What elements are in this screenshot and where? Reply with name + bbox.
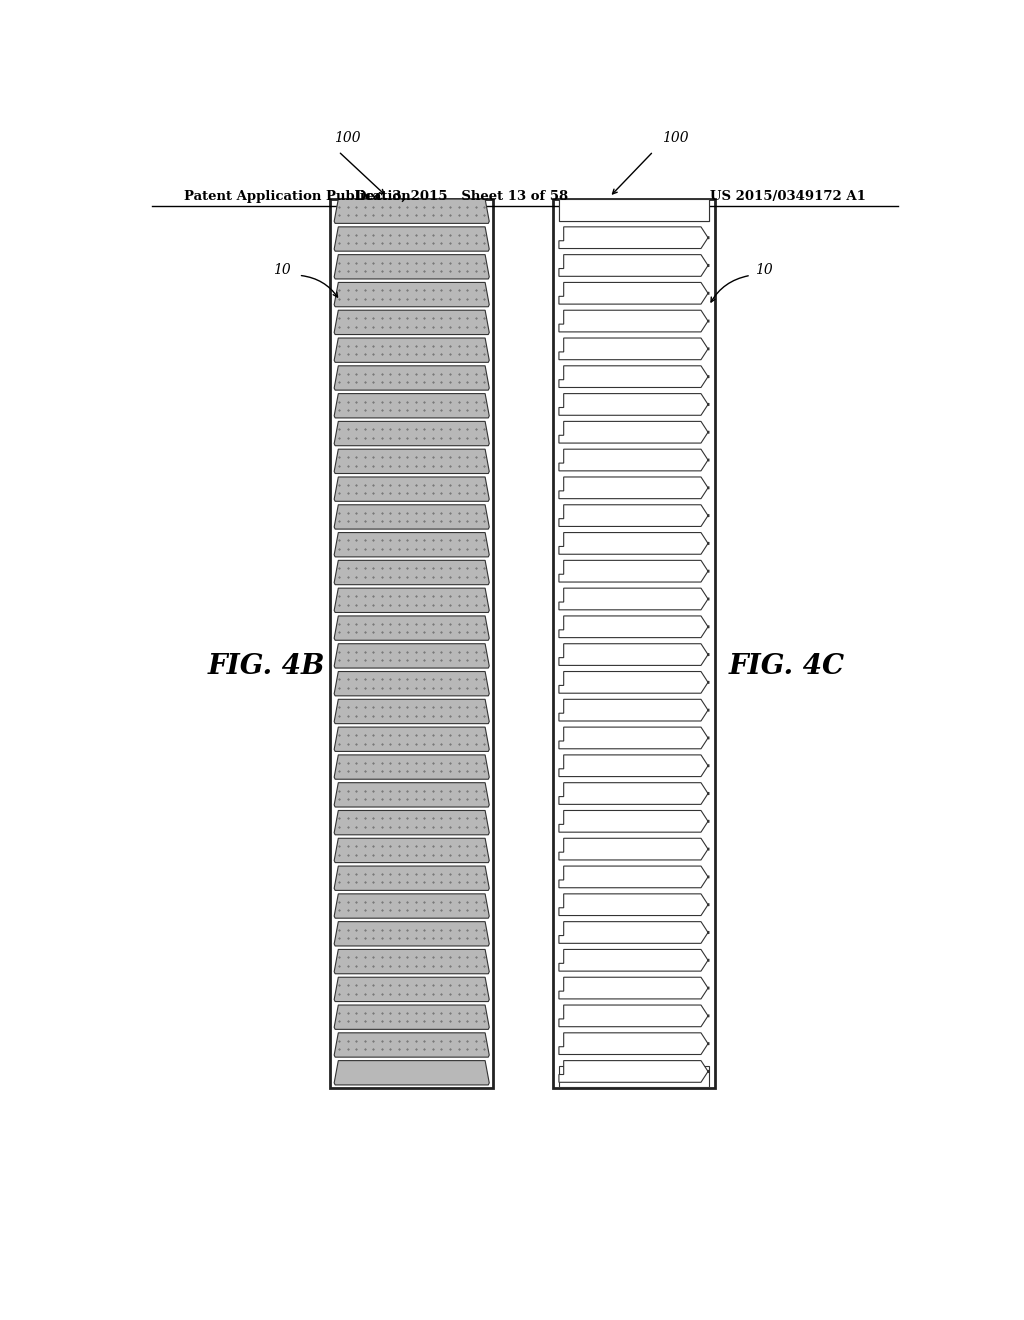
- Polygon shape: [559, 504, 709, 527]
- Polygon shape: [559, 949, 709, 972]
- Polygon shape: [334, 199, 489, 223]
- Polygon shape: [559, 227, 709, 248]
- Polygon shape: [559, 616, 709, 638]
- Polygon shape: [559, 561, 709, 582]
- Polygon shape: [334, 977, 489, 1002]
- Polygon shape: [334, 421, 489, 446]
- Polygon shape: [559, 421, 709, 444]
- Text: FIG. 4B: FIG. 4B: [208, 653, 326, 680]
- Polygon shape: [334, 589, 489, 612]
- Polygon shape: [334, 894, 489, 919]
- Polygon shape: [334, 310, 489, 334]
- Polygon shape: [334, 338, 489, 362]
- Polygon shape: [559, 755, 709, 776]
- Polygon shape: [334, 755, 489, 779]
- Polygon shape: [334, 727, 489, 751]
- Polygon shape: [559, 449, 709, 471]
- Text: US 2015/0349172 A1: US 2015/0349172 A1: [711, 190, 866, 202]
- Polygon shape: [559, 1005, 709, 1027]
- Polygon shape: [559, 921, 709, 944]
- Polygon shape: [334, 783, 489, 807]
- Polygon shape: [334, 921, 489, 946]
- Polygon shape: [559, 532, 709, 554]
- Polygon shape: [559, 810, 709, 832]
- Polygon shape: [334, 616, 489, 640]
- Polygon shape: [334, 449, 489, 474]
- Polygon shape: [559, 894, 709, 916]
- Polygon shape: [334, 227, 489, 251]
- Bar: [559, 1067, 709, 1086]
- Polygon shape: [334, 561, 489, 585]
- Text: 10: 10: [755, 263, 773, 277]
- Polygon shape: [334, 393, 489, 418]
- Polygon shape: [559, 977, 709, 999]
- Text: 100: 100: [662, 131, 688, 145]
- Polygon shape: [559, 477, 709, 499]
- Polygon shape: [559, 783, 709, 804]
- Polygon shape: [559, 727, 709, 748]
- Polygon shape: [334, 1005, 489, 1030]
- Bar: [559, 199, 709, 220]
- Polygon shape: [559, 393, 709, 416]
- Polygon shape: [559, 644, 709, 665]
- Polygon shape: [559, 282, 709, 304]
- Text: Dec. 3, 2015   Sheet 13 of 58: Dec. 3, 2015 Sheet 13 of 58: [354, 190, 568, 202]
- Polygon shape: [334, 504, 489, 529]
- Polygon shape: [334, 644, 489, 668]
- Polygon shape: [334, 366, 489, 391]
- Polygon shape: [559, 310, 709, 331]
- Polygon shape: [334, 672, 489, 696]
- Polygon shape: [334, 700, 489, 723]
- Polygon shape: [334, 532, 489, 557]
- Polygon shape: [334, 1060, 489, 1085]
- Text: 10: 10: [273, 263, 291, 277]
- Polygon shape: [559, 589, 709, 610]
- Polygon shape: [559, 255, 709, 276]
- Polygon shape: [559, 1060, 709, 1082]
- Polygon shape: [334, 810, 489, 834]
- Polygon shape: [559, 672, 709, 693]
- Text: FIG. 4C: FIG. 4C: [729, 653, 845, 680]
- Polygon shape: [334, 282, 489, 306]
- Polygon shape: [334, 1032, 489, 1057]
- Polygon shape: [334, 477, 489, 502]
- Polygon shape: [559, 838, 709, 859]
- Polygon shape: [559, 366, 709, 388]
- Polygon shape: [559, 866, 709, 888]
- Polygon shape: [334, 838, 489, 862]
- Bar: [553, 199, 715, 1089]
- Polygon shape: [334, 255, 489, 279]
- Polygon shape: [334, 866, 489, 891]
- Text: 100: 100: [334, 131, 361, 145]
- Bar: [331, 199, 494, 1089]
- Polygon shape: [559, 338, 709, 359]
- Polygon shape: [559, 700, 709, 721]
- Text: Patent Application Publication: Patent Application Publication: [183, 190, 411, 202]
- Polygon shape: [334, 949, 489, 974]
- Polygon shape: [559, 1032, 709, 1055]
- Bar: [559, 201, 709, 222]
